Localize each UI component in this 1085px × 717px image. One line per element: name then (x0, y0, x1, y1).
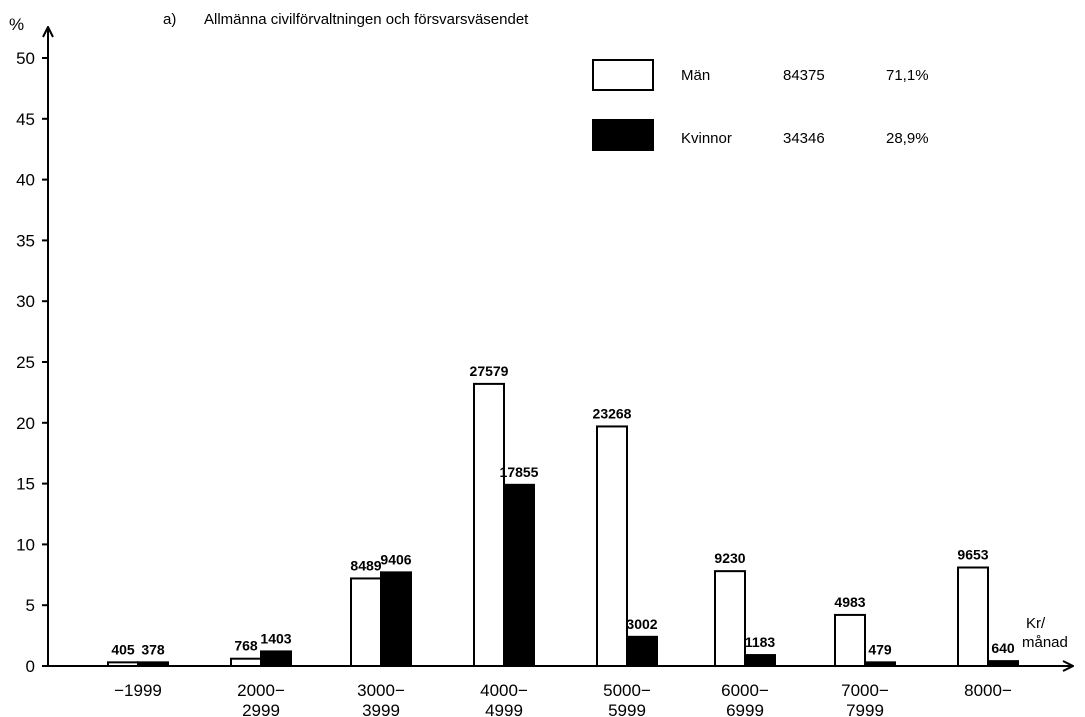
x-axis-label-line-2: månad (1022, 634, 1068, 651)
legend: Män 84375 71,1% Kvinnor 34346 28,9% (592, 59, 929, 151)
data-label-man: 23268 (593, 405, 632, 421)
legend-total-man: 84375 (783, 67, 825, 84)
x-category-label: 5999 (608, 701, 646, 717)
bar-woman (626, 635, 658, 667)
data-label-woman: 9406 (380, 551, 411, 567)
chart-title: Allmänna civilförvaltningen och försvars… (204, 11, 529, 28)
legend-label-woman: Kvinnor (681, 130, 732, 147)
y-tick-label: 35 (16, 231, 35, 250)
data-label-woman: 378 (141, 641, 165, 657)
bar-woman (744, 654, 776, 668)
legend-total-woman: 34346 (783, 130, 825, 147)
x-category-label: 8000− (964, 681, 1012, 700)
data-label-woman: 1403 (260, 630, 291, 646)
bar-man (350, 577, 382, 667)
data-label-man: 9653 (957, 547, 988, 563)
y-tick-label: 40 (16, 171, 35, 190)
x-category-label: 6999 (726, 701, 764, 717)
y-tick-label: 30 (16, 292, 35, 311)
bar-man (834, 613, 866, 667)
data-label-man: 8489 (350, 557, 381, 573)
bar-man (596, 425, 628, 667)
y-tick-label: 0 (26, 657, 35, 676)
legend-swatch-woman (592, 119, 654, 151)
bar-woman (864, 661, 896, 667)
data-label-man: 4983 (834, 594, 865, 610)
bar-woman (260, 650, 292, 668)
y-tick-label: 15 (16, 475, 35, 494)
data-label-woman: 17855 (500, 464, 539, 480)
y-tick-label: 25 (16, 353, 35, 372)
data-label-woman: 479 (868, 641, 892, 657)
data-label-woman: 1183 (745, 634, 776, 650)
x-category-label: 5000− (603, 681, 651, 700)
y-tick-label: 5 (26, 596, 35, 615)
x-axis-category-labels: −1999 2000−2999 3000−3999 4000−4999 5000−599… (114, 681, 1012, 717)
y-tick-label: 50 (16, 49, 35, 68)
x-category-label: 3999 (362, 701, 400, 717)
x-category-label: 4999 (485, 701, 523, 717)
bar-woman (503, 483, 535, 668)
chart-title-prefix: a) (163, 11, 176, 28)
x-category-label: 2000− (237, 681, 285, 700)
bar-man (107, 661, 139, 667)
bar-man (957, 566, 989, 668)
legend-swatch-man (592, 59, 654, 91)
y-axis-label: % (9, 15, 24, 34)
x-category-label: 7999 (846, 701, 884, 717)
bar-man (230, 657, 262, 667)
data-label-woman: 3002 (626, 616, 657, 632)
x-axis-label: Kr/ månad (1022, 615, 1068, 651)
x-category-label: 7000− (841, 681, 889, 700)
data-label-man: 27579 (470, 363, 509, 379)
x-category-label: −1999 (114, 681, 162, 700)
data-label-man: 405 (111, 641, 135, 657)
y-tick-label: 20 (16, 414, 35, 433)
x-category-label: 3000− (357, 681, 405, 700)
legend-label-man: Män (681, 67, 710, 84)
legend-share-man: 71,1% (886, 67, 929, 84)
legend-share-woman: 28,9% (886, 130, 929, 147)
bar-woman (987, 660, 1019, 667)
y-axis-ticks: 0 5 10 15 20 25 30 35 40 45 50 (16, 49, 48, 676)
x-category-label: 4000− (480, 681, 528, 700)
bar-woman (137, 661, 169, 667)
x-axis-label-line-1: Kr/ (1026, 615, 1046, 632)
x-category-label: 2999 (242, 701, 280, 717)
y-tick-label: 10 (16, 535, 35, 554)
data-label-man: 9230 (714, 550, 745, 566)
y-tick-label: 45 (16, 110, 35, 129)
data-labels-group: 405 768 8489 27579 23268 9230 4983 9653 378 1403 9… (111, 363, 1015, 657)
x-category-label: 6000− (721, 681, 769, 700)
bars-group (107, 382, 1019, 668)
bar-man (473, 382, 505, 667)
data-label-man: 768 (234, 638, 258, 654)
data-label-woman: 640 (991, 640, 1015, 656)
bar-man (714, 570, 746, 667)
bar-woman (380, 571, 412, 667)
